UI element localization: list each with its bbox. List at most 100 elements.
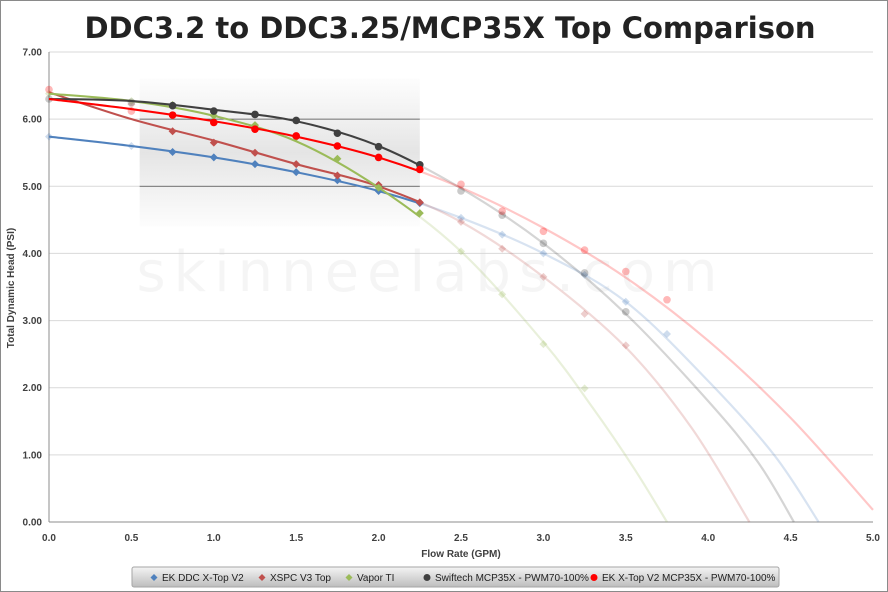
x-axis-label: Flow Rate (GPM) xyxy=(421,549,500,560)
series-0-point-12 xyxy=(580,270,589,279)
series-3-point-3 xyxy=(210,107,218,115)
series-0-point-4 xyxy=(251,160,259,169)
x-tick-label-6: 3.0 xyxy=(536,533,550,544)
legend-marker-3 xyxy=(423,574,431,581)
series-1-curve xyxy=(48,91,420,204)
series-4-point-14 xyxy=(663,295,671,304)
x-tick-label-0: 0.0 xyxy=(42,533,56,544)
y-tick-label-0: 0.00 xyxy=(23,518,43,529)
series-3 xyxy=(45,95,795,523)
y-tick-label-4: 4.00 xyxy=(23,249,43,260)
x-tick-label-2: 1.0 xyxy=(207,533,221,544)
series-3-point-11 xyxy=(539,239,548,248)
x-tick-label-7: 3.5 xyxy=(619,533,633,544)
series-2-point-10 xyxy=(498,290,507,299)
y-tick-label-7: 7.00 xyxy=(23,48,43,59)
series-1-point-8 xyxy=(457,217,465,226)
series-3-point-1 xyxy=(127,98,136,107)
series-1-point-11 xyxy=(580,309,589,318)
series-3-point-4 xyxy=(251,110,259,119)
series-1-point-7 xyxy=(415,198,424,207)
series-0-point-2 xyxy=(168,148,177,157)
legend-label-1: XSPC V3 Top xyxy=(270,573,331,584)
series-3-point-9 xyxy=(457,187,465,195)
series-0-point-11 xyxy=(539,249,548,258)
legend-label-4: EK X-Top V2 MCP35X - PWM70-100% xyxy=(602,573,776,584)
series-3-point-6 xyxy=(333,129,342,138)
series-1-point-4 xyxy=(292,160,301,169)
series-3-point-5 xyxy=(292,116,301,125)
series-3-highlight xyxy=(48,98,420,167)
legend-box xyxy=(131,566,780,588)
series-1-point-10 xyxy=(539,272,548,281)
series-3-point-10 xyxy=(498,211,507,219)
series-0-point-14 xyxy=(663,330,671,338)
series-2-point-0 xyxy=(45,89,53,98)
series-2-point-7 xyxy=(374,183,383,192)
series-4-point-12 xyxy=(580,246,589,254)
series-1-point-0 xyxy=(127,100,136,109)
x-tick-label-3: 1.5 xyxy=(289,533,303,544)
series-0 xyxy=(45,132,820,523)
series-4-point-5 xyxy=(292,132,301,140)
series-2-point-6 xyxy=(333,154,342,163)
y-tick-label-3: 3.00 xyxy=(23,316,43,327)
series-3-point-13 xyxy=(622,308,630,316)
series-3-point-12 xyxy=(580,269,589,277)
legend-label-0: EK DDC X-Top V2 xyxy=(162,573,244,584)
series-4-point-2 xyxy=(168,111,177,119)
series-1-highlight xyxy=(48,91,420,204)
series-0-curve xyxy=(48,135,420,205)
y-tick-label-6: 6.00 xyxy=(23,115,43,126)
series-3-point-7 xyxy=(374,142,383,151)
series-4-point-10 xyxy=(498,207,507,215)
series-4-point-4 xyxy=(251,125,259,134)
series-0-point-9 xyxy=(457,213,465,222)
series-4-point-8 xyxy=(416,165,424,174)
chart-title: DDC3.2 to DDC3.25/MCP35X Top Comparison xyxy=(84,11,815,45)
series-1-point-12 xyxy=(621,341,630,350)
x-tick-label-5: 2.5 xyxy=(454,533,468,544)
series-4-point-11 xyxy=(539,227,548,236)
x-tick-label-8: 4.0 xyxy=(701,533,715,544)
series-0-point-13 xyxy=(621,297,630,306)
series-3-point-2 xyxy=(168,101,177,110)
legend: EK DDC X-Top V2 XSPC V3 Top Vapor TI Swifte… xyxy=(131,566,780,588)
legend-marker-0 xyxy=(150,574,158,581)
y-tick-label-1: 1.00 xyxy=(23,450,43,461)
y-tick-label-5: 5.00 xyxy=(23,182,43,193)
series-1-point-2 xyxy=(209,138,218,147)
series-3-curve xyxy=(48,98,420,167)
series-0-point-3 xyxy=(209,153,218,162)
series-4-point-9 xyxy=(457,180,465,189)
series-2-point-12 xyxy=(580,384,589,393)
y-axis-label: Total Dynamic Head (PSI) xyxy=(6,228,17,348)
legend-marker-2 xyxy=(345,574,353,581)
series-0-point-0 xyxy=(45,132,53,141)
series-0-highlight xyxy=(48,135,420,205)
series-1-point-5 xyxy=(333,171,342,180)
series-1 xyxy=(48,91,751,523)
series-0-point-6 xyxy=(333,176,342,185)
legend-marker-1 xyxy=(258,574,266,581)
series-4-point-7 xyxy=(374,153,383,162)
series-1-point-3 xyxy=(251,148,259,157)
series-4-point-1 xyxy=(127,107,136,115)
x-tick-label-4: 2.0 xyxy=(372,533,386,544)
series-2-point-8 xyxy=(415,209,424,218)
series-4-curve xyxy=(48,98,420,173)
series-4 xyxy=(45,85,874,511)
series-2-point-9 xyxy=(457,247,465,256)
series-1-point-1 xyxy=(168,127,177,136)
series-0-point-1 xyxy=(127,142,136,150)
series-2-point-11 xyxy=(539,340,548,349)
series-1-point-9 xyxy=(498,244,507,253)
legend-marker-4 xyxy=(590,574,598,581)
series-4-point-3 xyxy=(210,118,218,127)
series-4-point-6 xyxy=(333,142,342,150)
x-tick-label-9: 4.5 xyxy=(784,533,798,544)
x-tick-label-10: 5.0 xyxy=(866,533,880,544)
series-4-point-13 xyxy=(622,267,630,276)
